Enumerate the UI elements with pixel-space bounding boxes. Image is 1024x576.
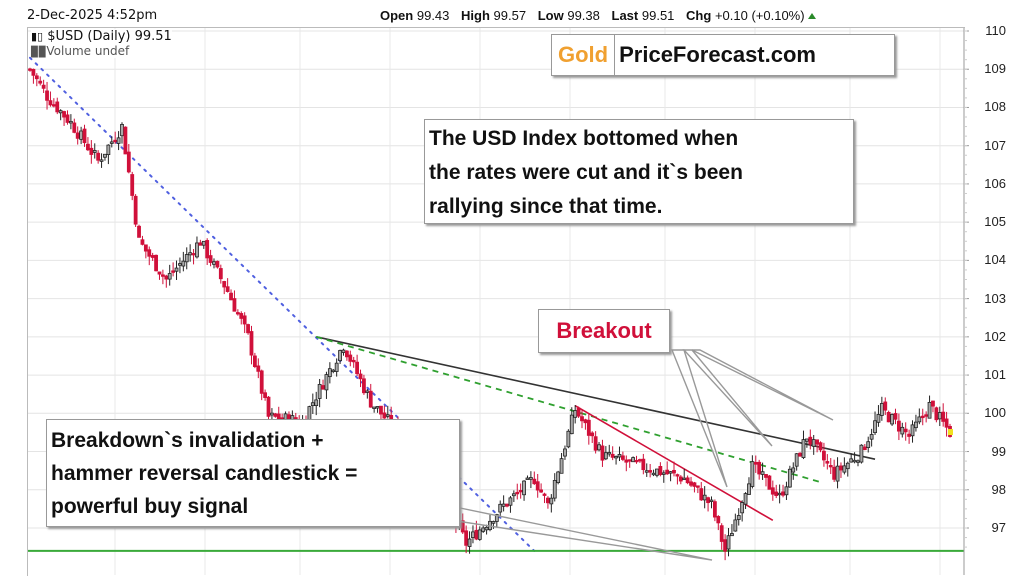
symbol-legend: $USD (Daily) 99.51 xyxy=(47,29,172,44)
last-label: Last xyxy=(611,8,639,23)
note-line: the rates were cut and it`s been xyxy=(429,161,743,184)
annotation-pointers xyxy=(448,349,834,561)
high-value: 99.57 xyxy=(493,8,527,23)
volume-icon: ▉▉ xyxy=(31,47,47,58)
chg-value: +0.10 (+0.10%) xyxy=(714,8,805,23)
chg-label: Chg xyxy=(686,8,712,23)
note-line: rallying since that time. xyxy=(429,195,663,218)
low-label: Low xyxy=(537,8,564,23)
y-tick-label: 110 xyxy=(985,23,1006,38)
open-label: Open xyxy=(380,8,414,23)
y-tick-label: 108 xyxy=(984,99,1006,115)
y-tick-label: 99 xyxy=(991,443,1006,459)
brand-gold: Gold xyxy=(552,35,616,75)
candle-icon: ▮▯ xyxy=(31,30,44,43)
brand-logo: Gold PriceForecast.com xyxy=(551,34,895,76)
note-line: hammer reversal candlestick = xyxy=(51,462,358,485)
note-line: Breakdown`s invalidation + xyxy=(51,429,324,452)
chart-plot-area xyxy=(27,27,965,576)
up-arrow-icon xyxy=(807,13,816,19)
low-value: 99.38 xyxy=(567,8,600,23)
y-axis-labels: 110 109 108 107 106 105 104 103 102 101 100 99 98 97 xyxy=(966,0,1024,575)
volume-legend: Volume undef xyxy=(46,44,130,58)
y-tick-label: 97 xyxy=(991,519,1006,535)
note-line: powerful buy signal xyxy=(51,495,249,518)
y-tick-label: 101 xyxy=(984,367,1006,383)
note-line: The USD Index bottomed when xyxy=(429,127,739,150)
y-tick-label: 105 xyxy=(984,214,1006,230)
y-tick-label: 107 xyxy=(984,137,1006,153)
y-tick-label: 106 xyxy=(984,175,1006,191)
chart-date: 2-Dec-2025 4:52pm xyxy=(27,8,158,23)
y-tick-label: 102 xyxy=(984,328,1006,344)
brand-rest: PriceForecast.com xyxy=(619,42,816,67)
y-tick-label: 98 xyxy=(991,481,1006,497)
y-tick-label: 100 xyxy=(984,405,1006,421)
annotation-usd-bottomed: The USD Index bottomed when the rates we… xyxy=(424,119,854,224)
annotation-buy-signal: Breakdown`s invalidation + hammer revers… xyxy=(46,419,460,527)
y-tick-label: 103 xyxy=(984,290,1006,306)
y-tick-label: 104 xyxy=(984,252,1006,268)
high-label: High xyxy=(461,8,490,23)
y-axis xyxy=(963,28,969,575)
y-tick-label: 109 xyxy=(984,61,1006,77)
ohlc-stats: Open 99.43 High 99.57 Low 99.38 Last 99.… xyxy=(380,8,816,23)
chart-legend: ▮▯ $USD (Daily) 99.51 ▉▉Volume undef xyxy=(31,29,172,58)
annotation-breakout: Breakout xyxy=(538,309,670,353)
open-value: 99.43 xyxy=(416,8,450,23)
last-value: 99.51 xyxy=(641,8,675,23)
